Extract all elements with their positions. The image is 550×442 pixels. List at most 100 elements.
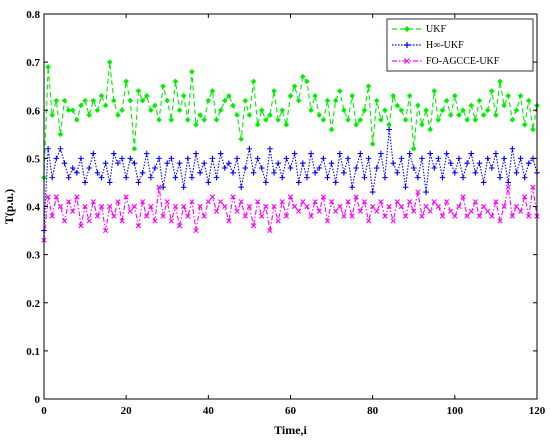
data-point-hinf-ukf <box>431 165 438 171</box>
data-point-fo-agcce-ukf <box>160 213 166 219</box>
data-point-hinf-ukf <box>86 165 92 171</box>
data-point-fo-agcce-ukf <box>427 208 433 214</box>
data-point-fo-agcce-ukf <box>86 218 92 224</box>
data-point-ukf <box>119 107 125 114</box>
data-point-fo-agcce-ukf <box>271 203 277 210</box>
data-point-hinf-ukf <box>435 155 442 162</box>
x-tick-label: 40 <box>203 405 215 417</box>
data-point-fo-agcce-ukf <box>328 199 335 205</box>
data-point-ukf <box>131 145 138 152</box>
y-tick-label: 0.7 <box>26 57 40 69</box>
data-point-hinf-ukf <box>135 179 142 186</box>
data-point-ukf <box>254 121 261 128</box>
data-point-hinf-ukf <box>102 160 109 166</box>
data-point-fo-agcce-ukf <box>82 203 88 210</box>
data-point-fo-agcce-ukf <box>98 203 105 210</box>
data-point-fo-agcce-ukf <box>394 199 400 205</box>
data-point-fo-agcce-ukf <box>152 218 158 224</box>
data-point-ukf <box>386 121 392 128</box>
data-point-fo-agcce-ukf <box>193 227 199 234</box>
data-point-hinf-ukf <box>61 160 68 166</box>
data-point-fo-agcce-ukf <box>57 203 64 210</box>
data-point-ukf <box>427 126 433 133</box>
data-point-hinf-ukf <box>271 170 277 176</box>
data-point-hinf-ukf <box>160 184 166 191</box>
data-point-ukf <box>320 117 327 123</box>
data-point-ukf <box>373 97 380 104</box>
data-point-hinf-ukf <box>324 174 331 181</box>
data-point-ukf <box>443 97 450 104</box>
data-point-fo-agcce-ukf <box>333 208 339 214</box>
data-point-hinf-ukf <box>349 184 355 191</box>
data-point-hinf-ukf <box>427 150 433 157</box>
data-point-hinf-ukf <box>279 174 286 181</box>
data-point-hinf-ukf <box>123 174 129 181</box>
data-point-fo-agcce-ukf <box>431 199 437 205</box>
data-point-fo-agcce-ukf <box>489 213 495 219</box>
data-point-fo-agcce-ukf <box>402 213 409 219</box>
data-point-hinf-ukf <box>250 170 257 176</box>
x-tick-label: 60 <box>285 405 297 417</box>
data-point-fo-agcce-ukf <box>464 213 470 219</box>
data-point-fo-agcce-ukf <box>275 218 281 224</box>
data-point-fo-agcce-ukf <box>181 203 187 210</box>
data-point-ukf <box>189 68 195 75</box>
data-point-fo-agcce-ukf <box>176 223 183 229</box>
data-point-ukf <box>517 93 524 99</box>
data-point-hinf-ukf <box>74 170 80 176</box>
data-point-hinf-ukf <box>90 150 97 157</box>
data-point-fo-agcce-ukf <box>501 203 507 210</box>
data-point-ukf <box>456 112 462 118</box>
data-point-fo-agcce-ukf <box>144 213 150 219</box>
data-point-fo-agcce-ukf <box>411 208 417 214</box>
data-point-hinf-ukf <box>468 150 475 157</box>
data-point-fo-agcce-ukf <box>337 203 343 210</box>
data-point-ukf <box>431 88 438 94</box>
y-tick-label: 0.6 <box>26 105 40 117</box>
data-point-hinf-ukf <box>168 155 175 162</box>
data-point-hinf-ukf <box>98 174 105 181</box>
data-point-hinf-ukf <box>489 165 495 171</box>
data-point-ukf <box>509 117 516 123</box>
data-point-ukf <box>365 83 372 89</box>
data-point-fo-agcce-ukf <box>53 194 59 200</box>
data-point-fo-agcce-ukf <box>382 213 388 219</box>
data-point-hinf-ukf <box>152 165 158 171</box>
y-tick-label: 0.4 <box>26 202 40 214</box>
data-point-fo-agcce-ukf <box>341 213 347 219</box>
data-point-fo-agcce-ukf <box>103 227 109 234</box>
data-point-ukf <box>464 117 470 123</box>
data-point-hinf-ukf <box>517 155 524 162</box>
data-point-ukf <box>452 93 458 99</box>
data-point-fo-agcce-ukf <box>123 194 129 200</box>
data-point-fo-agcce-ukf <box>115 199 121 205</box>
data-point-hinf-ukf <box>176 160 183 166</box>
data-point-fo-agcce-ukf <box>292 203 298 210</box>
data-point-fo-agcce-ukf <box>164 199 170 205</box>
data-point-ukf <box>234 112 240 118</box>
data-point-ukf <box>382 107 388 114</box>
data-point-hinf-ukf <box>460 174 466 181</box>
data-point-ukf <box>493 112 499 118</box>
data-point-fo-agcce-ukf <box>390 218 396 224</box>
data-point-hinf-ukf <box>221 165 228 171</box>
data-point-hinf-ukf <box>164 160 171 166</box>
data-point-ukf <box>406 93 413 99</box>
data-point-ukf <box>525 97 532 104</box>
plot-area <box>44 14 537 399</box>
data-point-fo-agcce-ukf <box>468 208 474 214</box>
data-point-hinf-ukf <box>328 160 335 166</box>
data-point-hinf-ukf <box>402 184 409 191</box>
data-point-hinf-ukf <box>308 150 314 157</box>
data-point-ukf <box>390 93 397 99</box>
data-point-hinf-ukf <box>205 179 212 186</box>
data-point-fo-agcce-ukf <box>444 199 450 205</box>
data-point-hinf-ukf <box>143 150 150 157</box>
data-point-fo-agcce-ukf <box>250 223 257 229</box>
data-point-ukf <box>304 78 310 85</box>
data-point-ukf <box>250 78 257 85</box>
data-point-hinf-ukf <box>373 165 380 171</box>
data-point-fo-agcce-ukf <box>304 203 310 210</box>
data-point-fo-agcce-ukf <box>259 213 265 219</box>
data-point-hinf-ukf <box>472 170 479 176</box>
